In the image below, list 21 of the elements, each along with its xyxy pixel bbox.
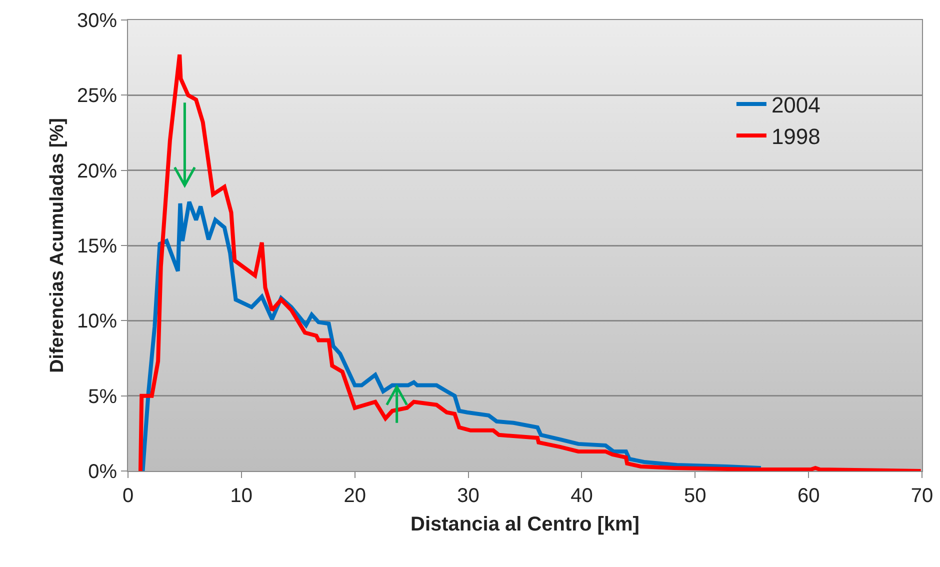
x-tick-label: 60	[797, 485, 820, 507]
y-tick-label: 15%	[76, 236, 118, 258]
x-tick-label: 20	[344, 485, 366, 507]
y-tick-label: 5%	[88, 386, 118, 408]
y-tick-label: 30%	[76, 10, 118, 32]
x-tick-label: 40	[570, 485, 593, 507]
y-tick-label: 25%	[76, 85, 118, 108]
line-series	[138, 52, 922, 471]
x-tick-label: 50	[684, 485, 706, 507]
y-tick-label: 10%	[76, 310, 118, 333]
y-axis-title: Diferencias Acumuladas [%]	[46, 118, 68, 373]
legend-label: 1998	[771, 124, 820, 150]
legend-label: 2004	[771, 92, 820, 118]
x-tick-label: 0	[122, 485, 134, 507]
line-series	[140, 200, 763, 471]
y-tick-label: 20%	[76, 160, 118, 182]
x-tick-label: 10	[230, 485, 253, 507]
x-tick-label: 70	[910, 485, 934, 507]
y-tick-label: 0%	[88, 461, 118, 483]
x-tick-label: 30	[457, 485, 480, 507]
x-axis-title: Distancia al Centro [km]	[410, 514, 640, 536]
